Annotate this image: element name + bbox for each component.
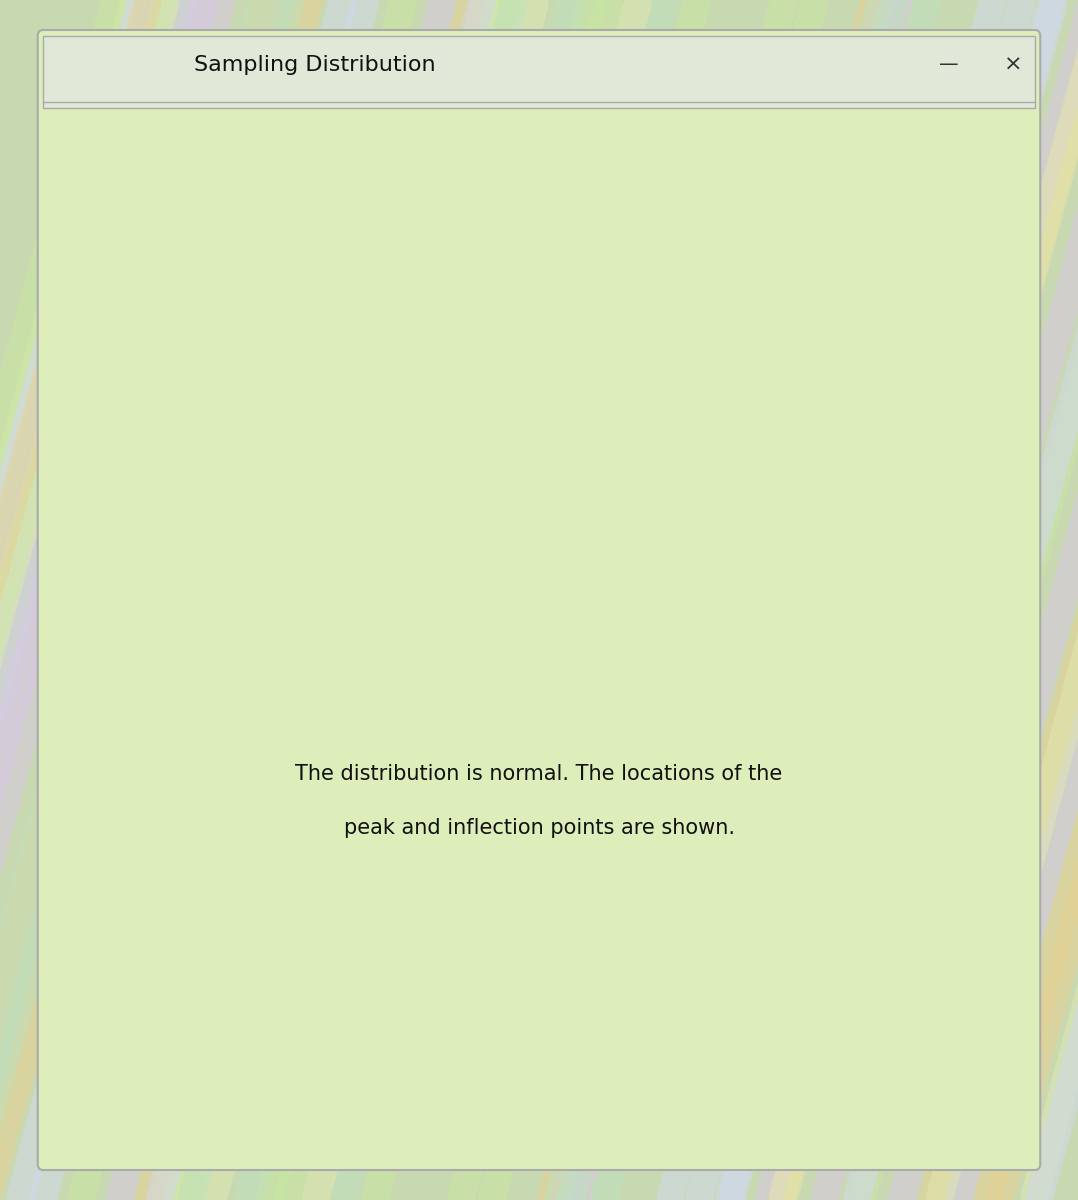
FancyArrowPatch shape (316, 2, 638, 1198)
FancyArrowPatch shape (862, 2, 1078, 1198)
Text: The distribution is normal. The locations of the: The distribution is normal. The location… (295, 764, 783, 784)
FancyArrowPatch shape (577, 2, 899, 1198)
FancyArrowPatch shape (0, 2, 222, 1198)
FancyBboxPatch shape (866, 370, 918, 422)
FancyArrowPatch shape (192, 2, 514, 1198)
FancyArrowPatch shape (1034, 2, 1078, 1198)
FancyArrowPatch shape (783, 2, 1078, 1198)
Text: Print: Print (365, 1028, 411, 1048)
FancyArrowPatch shape (0, 2, 134, 1198)
Circle shape (56, 42, 106, 85)
FancyArrowPatch shape (558, 2, 881, 1198)
FancyArrowPatch shape (1039, 2, 1078, 1198)
FancyArrowPatch shape (857, 2, 1078, 1198)
Text: Sampling Distribution: Sampling Distribution (194, 55, 436, 74)
FancyBboxPatch shape (493, 980, 758, 1096)
Text: ×: × (1004, 55, 1023, 74)
FancyArrowPatch shape (344, 2, 666, 1198)
FancyArrowPatch shape (249, 2, 570, 1198)
FancyArrowPatch shape (1000, 2, 1078, 1198)
FancyArrowPatch shape (0, 2, 204, 1198)
FancyArrowPatch shape (901, 2, 1078, 1198)
FancyArrowPatch shape (563, 2, 885, 1198)
FancyArrowPatch shape (163, 2, 485, 1198)
Circle shape (867, 281, 917, 331)
FancyArrowPatch shape (700, 2, 1022, 1198)
Text: peak and inflection points are shown.: peak and inflection points are shown. (344, 818, 734, 838)
Text: Done: Done (599, 1026, 651, 1045)
FancyArrowPatch shape (959, 2, 1078, 1198)
FancyArrowPatch shape (0, 2, 114, 1198)
FancyArrowPatch shape (732, 2, 1054, 1198)
FancyArrowPatch shape (43, 2, 365, 1198)
FancyArrowPatch shape (0, 2, 262, 1198)
Text: ⊕: ⊕ (883, 205, 901, 224)
FancyArrowPatch shape (987, 2, 1078, 1198)
FancyArrowPatch shape (288, 2, 610, 1198)
FancyArrowPatch shape (571, 2, 893, 1198)
FancyArrowPatch shape (189, 2, 510, 1198)
FancyArrowPatch shape (120, 2, 442, 1198)
FancyArrowPatch shape (213, 2, 535, 1198)
FancyArrowPatch shape (0, 2, 289, 1198)
FancyArrowPatch shape (179, 2, 500, 1198)
FancyArrowPatch shape (825, 2, 1078, 1198)
FancyArrowPatch shape (783, 2, 1078, 1198)
FancyArrowPatch shape (0, 2, 191, 1198)
FancyArrowPatch shape (461, 2, 784, 1198)
FancyArrowPatch shape (605, 2, 926, 1198)
FancyArrowPatch shape (729, 2, 1051, 1198)
FancyArrowPatch shape (784, 2, 1078, 1198)
FancyArrowPatch shape (0, 2, 182, 1198)
FancyArrowPatch shape (0, 2, 309, 1198)
FancyArrowPatch shape (270, 2, 592, 1198)
Text: ⊖: ⊖ (883, 295, 901, 314)
Text: ↗: ↗ (885, 385, 901, 404)
FancyArrowPatch shape (160, 2, 482, 1198)
Text: —: — (939, 55, 958, 74)
FancyArrowPatch shape (188, 2, 510, 1198)
FancyArrowPatch shape (149, 2, 470, 1198)
FancyArrowPatch shape (20, 2, 343, 1198)
FancyArrowPatch shape (179, 2, 501, 1198)
FancyArrowPatch shape (940, 2, 1078, 1198)
Text: x̅: x̅ (896, 686, 907, 704)
FancyArrowPatch shape (552, 2, 873, 1198)
FancyArrowPatch shape (671, 2, 992, 1198)
FancyArrowPatch shape (81, 2, 403, 1198)
FancyArrowPatch shape (0, 2, 152, 1198)
FancyArrowPatch shape (0, 2, 265, 1198)
FancyArrowPatch shape (770, 2, 1078, 1198)
Text: i: i (78, 55, 84, 73)
FancyArrowPatch shape (493, 2, 814, 1198)
FancyArrowPatch shape (0, 2, 148, 1198)
FancyArrowPatch shape (0, 2, 166, 1198)
FancyArrowPatch shape (932, 2, 1078, 1198)
FancyArrowPatch shape (0, 2, 140, 1198)
Circle shape (867, 191, 917, 241)
FancyArrowPatch shape (375, 2, 697, 1198)
